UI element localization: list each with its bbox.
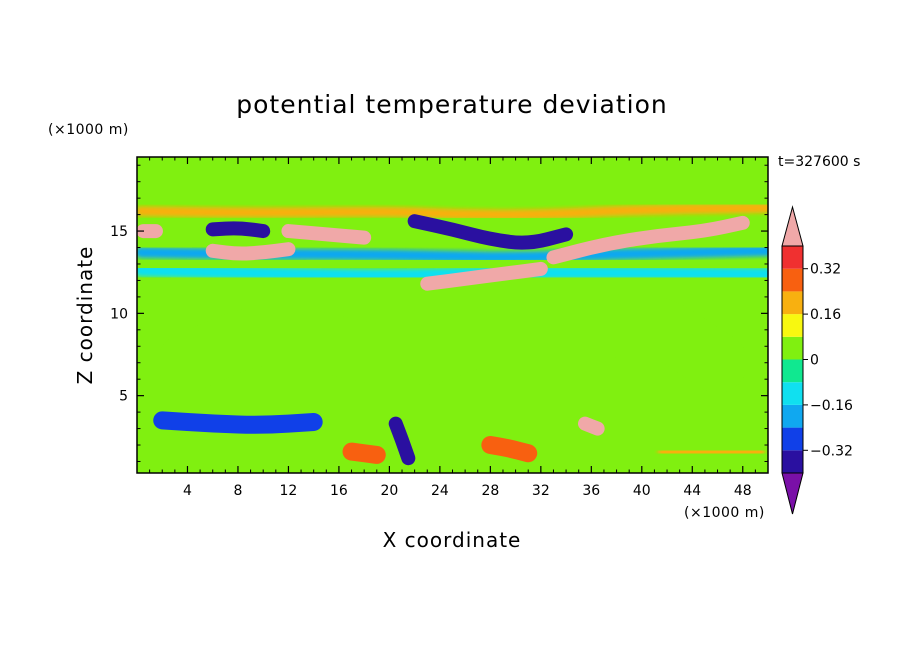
x-axis-unit: (×1000 m)	[684, 505, 765, 521]
y-tick-label: 10	[110, 306, 128, 322]
x-tick-label: 8	[233, 483, 242, 499]
contour-feature	[481, 436, 538, 463]
y-tick-label: 5	[119, 389, 128, 405]
colorbar-label: 0	[810, 353, 819, 369]
contour-feature	[205, 242, 296, 261]
x-tick-label: 32	[532, 483, 550, 499]
y-axis: 5 10 15	[110, 164, 768, 462]
x-tick-label: 40	[633, 483, 651, 499]
contour-feature	[407, 214, 574, 250]
colorbar-label: 0.32	[810, 262, 841, 278]
contour-feature	[578, 416, 605, 436]
colorbar-box	[782, 314, 803, 337]
colorbar-box	[782, 427, 803, 451]
colorbar-box	[782, 404, 803, 428]
colorbar-box	[782, 450, 803, 473]
colorbar: 0.32 0.16 0 −0.16 −0.32	[781, 205, 853, 515]
colorbar-label: −0.16	[810, 398, 853, 414]
x-tick-label: 24	[431, 483, 449, 499]
x-tick-label: 36	[582, 483, 600, 499]
x-tick-label: 12	[280, 483, 298, 499]
contour-feature	[153, 411, 323, 434]
x-axis-label: X coordinate	[383, 528, 522, 552]
time-stamp: t=327600 s	[778, 154, 860, 170]
colorbar-label: 0.16	[810, 307, 841, 323]
colorbar-box	[782, 268, 803, 292]
contour-feature	[137, 203, 768, 220]
chart-title: potential temperature deviation	[236, 90, 667, 119]
y-axis-label: Z coordinate	[73, 246, 97, 385]
contour-feature	[342, 442, 386, 464]
x-tick-label: 48	[734, 483, 752, 499]
colorbar-box	[782, 359, 803, 383]
colorbar-min-triangle	[781, 472, 804, 515]
x-tick-label: 4	[183, 483, 192, 499]
colorbar-box	[782, 382, 803, 405]
y-axis-unit: (×1000 m)	[48, 122, 129, 138]
x-tick-label: 44	[683, 483, 701, 499]
contour-feature	[281, 224, 372, 245]
colorbar-label: −0.32	[810, 443, 853, 459]
x-tick-label: 16	[330, 483, 348, 499]
y-tick-label: 15	[110, 224, 128, 240]
x-tick-label: 28	[481, 483, 499, 499]
contour-feature	[658, 442, 765, 462]
colorbar-box	[782, 291, 803, 315]
x-tick-label: 20	[380, 483, 398, 499]
contour-feature	[157, 293, 748, 393]
contour-feature	[420, 261, 548, 291]
contour-feature	[546, 215, 750, 265]
colorbar-box	[782, 246, 803, 269]
contour-feature	[388, 416, 416, 466]
contour-feature	[205, 221, 271, 239]
colorbar-box	[782, 336, 803, 360]
contour-features	[137, 203, 768, 466]
x-axis: 4 8 12 16 20 24 28 32 36 40 44 48	[149, 157, 756, 499]
colorbar-max-triangle	[781, 205, 804, 247]
